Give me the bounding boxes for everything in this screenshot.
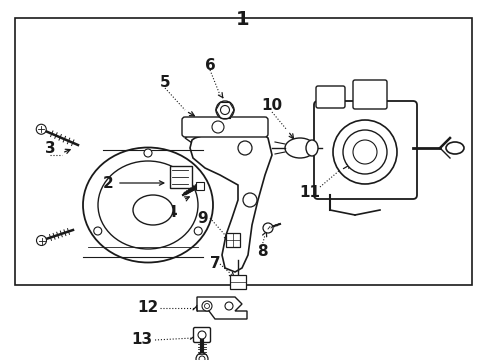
- Ellipse shape: [446, 142, 464, 154]
- Circle shape: [243, 193, 257, 207]
- Circle shape: [216, 101, 234, 119]
- Text: 2: 2: [102, 176, 113, 190]
- Text: 10: 10: [262, 98, 283, 113]
- Ellipse shape: [133, 195, 173, 225]
- Bar: [196, 182, 204, 190]
- Text: 1: 1: [236, 10, 250, 29]
- Polygon shape: [185, 118, 265, 145]
- Bar: [226, 233, 240, 247]
- Circle shape: [220, 105, 229, 114]
- Circle shape: [202, 301, 212, 311]
- Text: 8: 8: [257, 244, 268, 260]
- Bar: [15, 18, 472, 285]
- Polygon shape: [190, 130, 272, 272]
- Circle shape: [199, 356, 205, 360]
- Circle shape: [94, 227, 102, 235]
- FancyBboxPatch shape: [182, 117, 268, 137]
- Polygon shape: [197, 297, 247, 319]
- Circle shape: [263, 223, 273, 233]
- Circle shape: [36, 124, 46, 134]
- Text: 6: 6: [205, 58, 216, 72]
- Circle shape: [204, 303, 210, 309]
- FancyBboxPatch shape: [316, 86, 345, 108]
- Circle shape: [194, 227, 202, 235]
- Text: 4: 4: [167, 204, 177, 220]
- Ellipse shape: [83, 148, 213, 262]
- Circle shape: [212, 121, 224, 133]
- Circle shape: [238, 141, 252, 155]
- Circle shape: [144, 149, 152, 157]
- FancyBboxPatch shape: [194, 328, 211, 342]
- Text: 5: 5: [160, 75, 171, 90]
- Text: 11: 11: [299, 185, 320, 199]
- Text: 13: 13: [131, 333, 152, 347]
- Ellipse shape: [285, 138, 315, 158]
- FancyBboxPatch shape: [314, 101, 417, 199]
- FancyBboxPatch shape: [353, 80, 387, 109]
- Circle shape: [333, 120, 397, 184]
- Circle shape: [36, 235, 47, 246]
- Ellipse shape: [98, 161, 198, 249]
- Text: 9: 9: [197, 211, 208, 225]
- Text: 7: 7: [210, 256, 220, 271]
- Bar: [170, 166, 192, 188]
- Circle shape: [353, 140, 377, 164]
- Text: 12: 12: [137, 301, 159, 315]
- Bar: [230, 275, 246, 289]
- Circle shape: [225, 302, 233, 310]
- Circle shape: [198, 331, 206, 339]
- Circle shape: [196, 353, 208, 360]
- Circle shape: [343, 130, 387, 174]
- Text: 3: 3: [45, 140, 55, 156]
- Ellipse shape: [306, 140, 318, 156]
